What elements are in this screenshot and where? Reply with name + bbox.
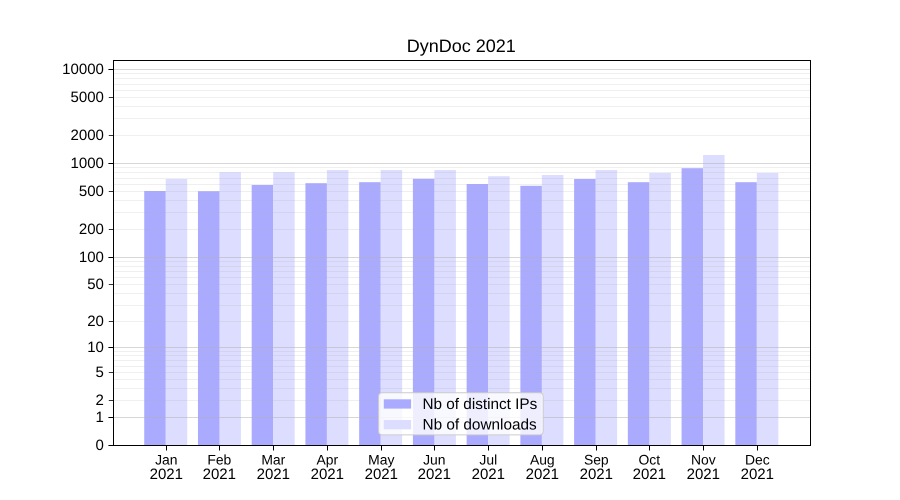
svg-text:2021: 2021: [741, 466, 774, 483]
svg-text:2021: 2021: [633, 466, 666, 483]
svg-text:200: 200: [79, 221, 104, 238]
svg-text:1000: 1000: [71, 155, 104, 172]
svg-text:1: 1: [96, 409, 104, 426]
svg-text:2021: 2021: [418, 466, 451, 483]
svg-text:Sep: Sep: [584, 452, 609, 468]
svg-text:2000: 2000: [71, 127, 104, 144]
svg-text:20: 20: [87, 313, 104, 330]
svg-text:0: 0: [96, 437, 104, 454]
svg-text:Jan: Jan: [155, 452, 177, 468]
svg-text:May: May: [368, 452, 394, 468]
svg-text:Jul: Jul: [479, 452, 497, 468]
svg-text:2: 2: [96, 392, 104, 409]
svg-text:Nb of distinct IPs: Nb of distinct IPs: [423, 396, 538, 413]
svg-text:Nov: Nov: [691, 452, 716, 468]
svg-text:500: 500: [79, 183, 104, 200]
svg-text:2021: 2021: [150, 466, 183, 483]
svg-text:2021: 2021: [687, 466, 720, 483]
svg-text:Feb: Feb: [207, 452, 231, 468]
svg-text:Oct: Oct: [638, 452, 660, 468]
svg-text:DynDoc 2021: DynDoc 2021: [407, 36, 516, 56]
svg-text:10000: 10000: [62, 61, 104, 78]
svg-text:2021: 2021: [472, 466, 505, 483]
svg-text:Dec: Dec: [745, 452, 770, 468]
svg-text:2021: 2021: [311, 466, 344, 483]
svg-text:2021: 2021: [365, 466, 398, 483]
svg-text:Apr: Apr: [316, 452, 338, 468]
svg-text:5000: 5000: [71, 89, 104, 106]
svg-text:Aug: Aug: [530, 452, 555, 468]
svg-text:5: 5: [96, 364, 104, 381]
svg-text:Mar: Mar: [261, 452, 285, 468]
svg-text:2021: 2021: [203, 466, 236, 483]
svg-text:10: 10: [87, 339, 104, 356]
svg-text:Nb of downloads: Nb of downloads: [423, 417, 538, 434]
svg-text:50: 50: [87, 276, 104, 293]
svg-text:2021: 2021: [526, 466, 559, 483]
svg-text:2021: 2021: [580, 466, 613, 483]
svg-text:2021: 2021: [257, 466, 290, 483]
svg-text:Jun: Jun: [423, 452, 445, 468]
svg-text:100: 100: [79, 249, 104, 266]
